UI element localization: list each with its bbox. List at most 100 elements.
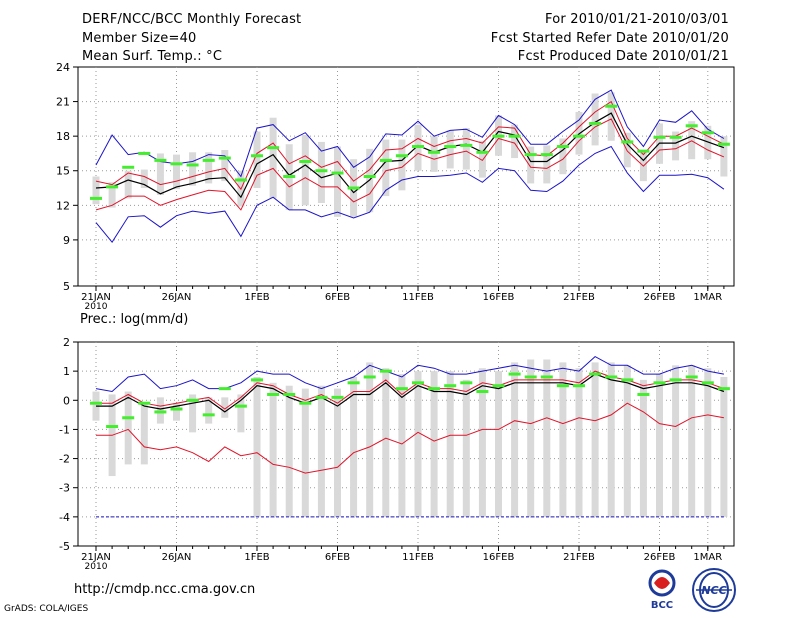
- temp-box: [591, 93, 599, 146]
- temp-box: [301, 135, 309, 206]
- temp-climatology-mark: [299, 160, 312, 164]
- prec-ensemble-mean-line: [96, 373, 725, 413]
- temp-ytick-label: 9: [63, 234, 70, 247]
- temp-xtick-label: 21JAN: [81, 292, 111, 303]
- prec-climatology-mark: [589, 372, 602, 376]
- prec-climatology-mark: [412, 381, 424, 385]
- temp-box: [430, 136, 438, 172]
- prec-box: [720, 376, 728, 517]
- prec-ytick-label: -4: [59, 511, 70, 524]
- prec-climatology-mark: [685, 375, 698, 379]
- prec-climatology-mark: [701, 381, 714, 385]
- prec-box: [495, 371, 502, 517]
- temp-box: [205, 152, 213, 184]
- temp-box: [446, 130, 454, 169]
- prec-climatology-mark: [122, 416, 135, 420]
- prec-climatology-mark: [524, 375, 537, 379]
- temp-frame: [77, 66, 735, 287]
- temp-box: [478, 140, 486, 178]
- temp-climatology-mark: [685, 124, 698, 128]
- prec-box: [591, 362, 599, 517]
- temp-climatology-mark: [637, 149, 650, 153]
- grads-credit: GrADS: COLA/IGES: [4, 604, 89, 614]
- temp-climatology-mark: [395, 154, 408, 158]
- source-url[interactable]: http://cmdp.ncc.cma.gov.cn: [74, 582, 256, 597]
- prec-xtick-label: 2010: [85, 562, 108, 572]
- prec-climatology-mark: [331, 395, 344, 399]
- temp-box: [140, 169, 148, 189]
- prec-box: [511, 362, 519, 517]
- bcc-logo: BCC: [648, 569, 676, 611]
- temp-box: [382, 139, 390, 197]
- prec-climatology-mark: [653, 381, 666, 385]
- temp-climatology-mark: [379, 158, 392, 162]
- temp-climatology-mark: [589, 121, 602, 125]
- prec-box: [543, 359, 551, 517]
- temp-climatology-mark: [717, 142, 730, 146]
- prec-xtick-label: 1MAR: [693, 552, 722, 563]
- temp-box: [688, 121, 696, 160]
- prec-climatology-mark: [637, 392, 650, 396]
- temp-box: [173, 154, 180, 190]
- prec-box: [205, 397, 213, 424]
- prec-climatology-mark: [299, 401, 312, 405]
- prec-box: [607, 362, 615, 517]
- prec-box: [253, 376, 261, 517]
- prec-climatology-mark: [315, 395, 328, 399]
- temp-climatology-mark: [267, 146, 280, 150]
- temp-box: [527, 146, 535, 184]
- prec-lower-spread-line: [96, 402, 724, 474]
- prec-box: [350, 376, 358, 517]
- prec-climatology-mark: [154, 410, 167, 414]
- prec-maximum-line: [95, 355, 724, 393]
- prec-climatology-mark: [90, 401, 102, 405]
- prec-box: [237, 394, 245, 433]
- prec-box: [317, 385, 325, 517]
- temp-climatology-mark: [412, 145, 424, 149]
- prec-climatology-mark: [379, 369, 392, 373]
- prec-xtick-label: 26FEB: [644, 552, 676, 563]
- precip-panel-title: Prec.: log(mm/d): [80, 312, 188, 327]
- temp-minimum-line: [95, 145, 725, 244]
- prec-ytick-label: 2: [63, 336, 70, 349]
- prec-box: [382, 368, 390, 517]
- prec-climatology-mark: [492, 384, 505, 388]
- forecast-produced-date: Fcst Produced Date 2010/01/21: [517, 49, 729, 64]
- prec-box: [704, 368, 712, 517]
- prec-box: [334, 388, 341, 517]
- temp-xtick-label: 6FEB: [325, 292, 350, 303]
- prec-ytick-label: -1: [59, 423, 70, 436]
- temp-xtick-label: 11FEB: [402, 292, 434, 303]
- temp-maximum-line: [95, 89, 725, 178]
- prec-box: [688, 365, 696, 517]
- temp-box: [124, 170, 132, 199]
- prec-box: [430, 371, 438, 517]
- temp-climatology-mark: [492, 134, 505, 138]
- temp-climatology-mark: [605, 104, 618, 108]
- temp-climatology-mark: [251, 154, 263, 158]
- prec-climatology-mark: [363, 375, 376, 379]
- prec-climatology-mark: [395, 387, 408, 391]
- prec-climatology-mark: [186, 398, 199, 402]
- temp-box: [720, 136, 728, 177]
- temp-climatology-mark: [556, 145, 569, 149]
- temp-box: [317, 141, 325, 204]
- temp-xtick-label: 16FEB: [483, 292, 515, 303]
- temp-climatology-mark: [428, 150, 441, 154]
- prec-box: [398, 374, 406, 517]
- prec-box: [639, 379, 647, 517]
- temp-climatology-mark: [234, 178, 247, 182]
- temp-climatology-mark: [669, 135, 682, 139]
- temp-ytick-label: 24: [56, 61, 70, 74]
- variable-label: Mean Surf. Temp.: °C: [82, 49, 223, 64]
- temp-box: [398, 139, 406, 191]
- temp-box: [672, 131, 680, 161]
- temp-climatology-mark: [122, 165, 135, 169]
- prec-xtick-label: 6FEB: [325, 552, 350, 563]
- prec-xtick-label: 21FEB: [563, 552, 595, 563]
- temp-ytick-label: 12: [56, 199, 70, 212]
- temp-box: [221, 149, 229, 182]
- prec-climatology-mark: [283, 392, 296, 396]
